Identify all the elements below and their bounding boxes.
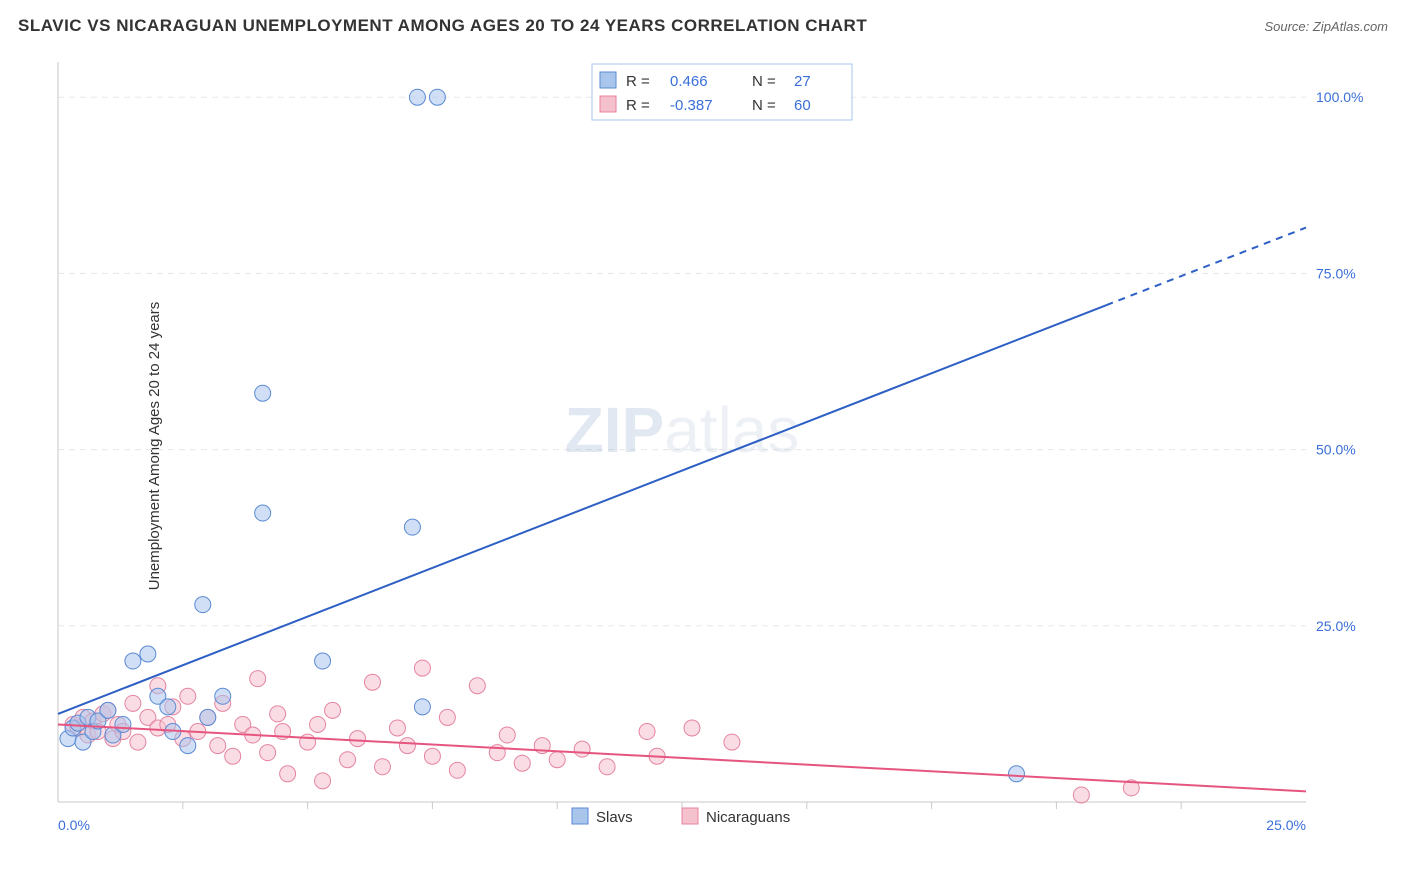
y-tick-label: 75.0% bbox=[1316, 265, 1356, 281]
nicaraguans-point bbox=[180, 688, 196, 704]
nicaraguans-point bbox=[414, 660, 430, 676]
stats-swatch bbox=[600, 72, 616, 88]
legend-label-slavs: Slavs bbox=[596, 809, 633, 826]
nicaraguans-point bbox=[439, 709, 455, 725]
nicaraguans-point bbox=[424, 748, 440, 764]
nicaraguans-point bbox=[724, 734, 740, 750]
slavs-point bbox=[404, 519, 420, 535]
nicaraguans-point bbox=[374, 759, 390, 775]
chart-title: SLAVIC VS NICARAGUAN UNEMPLOYMENT AMONG … bbox=[18, 16, 867, 36]
slavs-trend-dashed bbox=[1106, 228, 1306, 306]
y-tick-label: 25.0% bbox=[1316, 618, 1356, 634]
slavs-point bbox=[215, 688, 231, 704]
x-tick-label: 0.0% bbox=[58, 817, 90, 833]
nicaraguans-point bbox=[364, 674, 380, 690]
stats-r-label: R = bbox=[626, 73, 650, 90]
stats-r-label: R = bbox=[626, 97, 650, 114]
y-tick-label: 50.0% bbox=[1316, 442, 1356, 458]
nicaraguans-point bbox=[514, 755, 530, 771]
slavs-point bbox=[429, 89, 445, 105]
x-tick-label: 25.0% bbox=[1266, 817, 1306, 833]
nicaraguans-point bbox=[449, 762, 465, 778]
nicaraguans-point bbox=[260, 745, 276, 761]
nicaraguans-point bbox=[499, 727, 515, 743]
nicaraguans-point bbox=[350, 731, 366, 747]
stats-r-value: 0.466 bbox=[670, 73, 708, 90]
nicaraguans-point bbox=[469, 678, 485, 694]
nicaraguans-point bbox=[280, 766, 296, 782]
legend-swatch-nicaraguans bbox=[682, 808, 698, 824]
nicaraguans-point bbox=[389, 720, 405, 736]
nicaraguans-point bbox=[684, 720, 700, 736]
stats-swatch bbox=[600, 96, 616, 112]
slavs-trend bbox=[58, 305, 1106, 714]
nicaraguans-point bbox=[315, 773, 331, 789]
nicaraguans-point bbox=[125, 695, 141, 711]
y-tick-label: 100.0% bbox=[1316, 89, 1363, 105]
nicaraguans-point bbox=[549, 752, 565, 768]
slavs-point bbox=[195, 597, 211, 613]
slavs-point bbox=[140, 646, 156, 662]
watermark: ZIPatlas bbox=[565, 394, 800, 466]
legend-swatch-slavs bbox=[572, 808, 588, 824]
nicaraguans-point bbox=[325, 702, 341, 718]
nicaraguans-point bbox=[340, 752, 356, 768]
slavs-point bbox=[315, 653, 331, 669]
slavs-point bbox=[409, 89, 425, 105]
slavs-point bbox=[100, 702, 116, 718]
source-attribution: Source: ZipAtlas.com bbox=[1264, 19, 1388, 34]
nicaraguans-trend bbox=[58, 724, 1306, 791]
nicaraguans-point bbox=[399, 738, 415, 754]
stats-n-value: 27 bbox=[794, 73, 811, 90]
slavs-point bbox=[255, 505, 271, 521]
slavs-point bbox=[125, 653, 141, 669]
stats-n-value: 60 bbox=[794, 97, 811, 114]
stats-n-label: N = bbox=[752, 97, 776, 114]
nicaraguans-point bbox=[130, 734, 146, 750]
nicaraguans-point bbox=[310, 716, 326, 732]
stats-n-label: N = bbox=[752, 73, 776, 90]
nicaraguans-point bbox=[1073, 787, 1089, 803]
stats-r-value: -0.387 bbox=[670, 97, 713, 114]
chart-area: 25.0% 50.0% 75.0% 100.0% ZIPatlas 0.0% 25.0% R … bbox=[52, 52, 1386, 842]
nicaraguans-point bbox=[599, 759, 615, 775]
slavs-point bbox=[414, 699, 430, 715]
slavs-point bbox=[200, 709, 216, 725]
nicaraguans-point bbox=[300, 734, 316, 750]
nicaraguans-point bbox=[270, 706, 286, 722]
slavs-point bbox=[115, 716, 131, 732]
nicaraguans-point bbox=[210, 738, 226, 754]
slavs-point bbox=[180, 738, 196, 754]
nicaraguans-point bbox=[639, 724, 655, 740]
nicaraguans-point bbox=[574, 741, 590, 757]
legend-label-nicaraguans: Nicaraguans bbox=[706, 809, 790, 826]
slavs-point bbox=[255, 385, 271, 401]
slavs-point bbox=[160, 699, 176, 715]
slavs-point bbox=[1008, 766, 1024, 782]
nicaraguans-point bbox=[225, 748, 241, 764]
nicaraguans-point bbox=[250, 671, 266, 687]
